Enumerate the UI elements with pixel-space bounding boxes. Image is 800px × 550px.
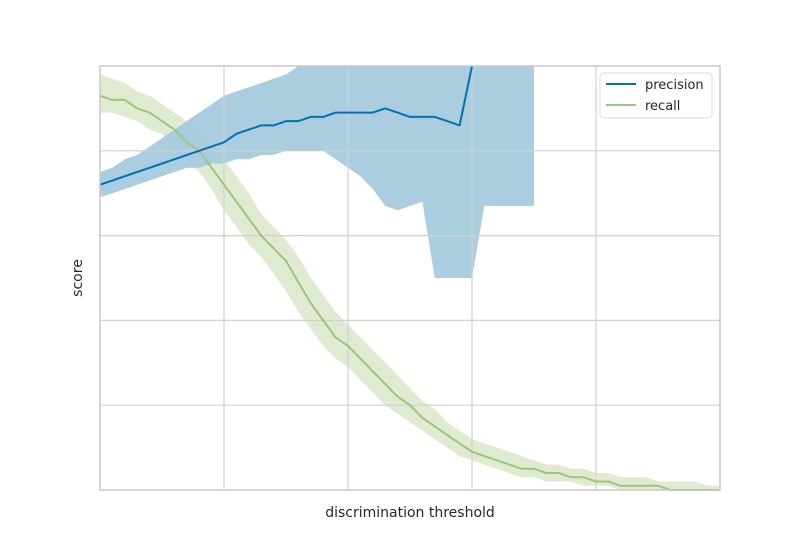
series-line-recall: [99, 94, 720, 491]
legend: precision recall: [599, 72, 713, 119]
legend-label-precision: precision: [645, 78, 704, 93]
confidence-band-recall: [100, 74, 720, 490]
confidence-bands: [100, 66, 720, 490]
confidence-band-precision: [100, 66, 534, 278]
plot-frame: [99, 65, 721, 491]
x-axis-label: discrimination threshold: [325, 505, 495, 521]
series-line-precision: [99, 65, 473, 186]
legend-label-recall: recall: [645, 99, 680, 114]
series-lines: [99, 65, 720, 491]
y-axis-label: score: [70, 259, 86, 297]
